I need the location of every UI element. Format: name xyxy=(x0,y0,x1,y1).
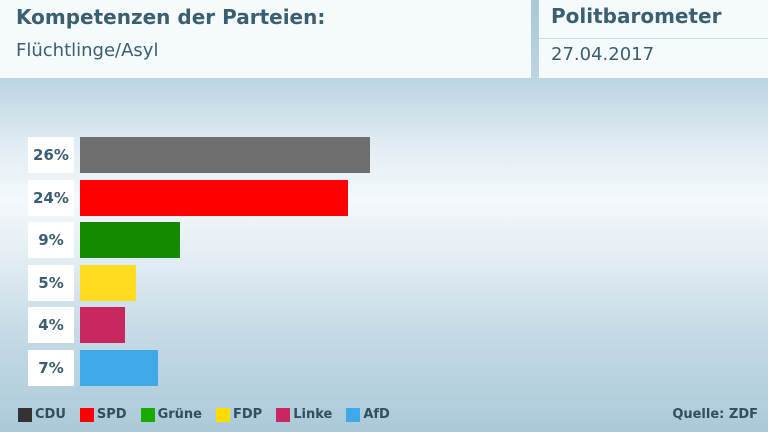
header-panel: Kompetenzen der Parteien: Flüchtlinge/As… xyxy=(0,0,531,78)
legend-item-spd: SPD xyxy=(79,407,127,422)
source-label: Quelle: ZDF xyxy=(672,407,758,422)
legend-label: SPD xyxy=(96,407,127,422)
chart-title: Kompetenzen der Parteien: xyxy=(16,5,326,29)
value-label-spd: 24% xyxy=(28,180,74,216)
value-label-grüne: 9% xyxy=(28,222,74,258)
legend-label: Linke xyxy=(293,407,333,422)
legend-swatch xyxy=(79,407,94,422)
legend-swatch xyxy=(18,407,32,422)
value-label-afd: 7% xyxy=(28,350,74,386)
value-label-linke: 4% xyxy=(28,307,74,343)
legend-swatch xyxy=(216,407,230,422)
legend-item-grüne: Grüne xyxy=(140,407,202,422)
bar-spd xyxy=(80,180,348,216)
value-label-fdp: 5% xyxy=(28,265,74,301)
legend-label: CDU xyxy=(35,407,66,422)
survey-date: 27.04.2017 xyxy=(551,44,655,65)
legend-swatch xyxy=(346,407,361,422)
divider xyxy=(539,38,768,39)
legend: CDU SPD Grüne FDP Linke AfD xyxy=(18,407,404,422)
legend-item-cdu: CDU xyxy=(18,407,66,422)
chart-subtitle: Flüchtlinge/Asyl xyxy=(16,40,159,61)
legend-swatch xyxy=(276,407,291,422)
bar-afd xyxy=(80,350,158,386)
legend-label: AfD xyxy=(363,407,390,422)
bar-fdp xyxy=(80,265,136,301)
bar-cdu xyxy=(80,137,370,173)
value-label-cdu: 26% xyxy=(28,137,74,173)
legend-label: FDP xyxy=(233,407,263,422)
legend-item-linke: Linke xyxy=(276,407,332,422)
series-title: Politbarometer xyxy=(551,4,722,28)
legend-item-afd: AfD xyxy=(346,407,390,422)
politbarometer-panel: Politbarometer 27.04.2017 xyxy=(539,0,768,78)
bar-linke xyxy=(80,307,125,343)
legend-swatch xyxy=(140,407,155,422)
bar-grüne xyxy=(80,222,180,258)
legend-item-fdp: FDP xyxy=(216,407,262,422)
legend-label: Grüne xyxy=(157,407,202,422)
